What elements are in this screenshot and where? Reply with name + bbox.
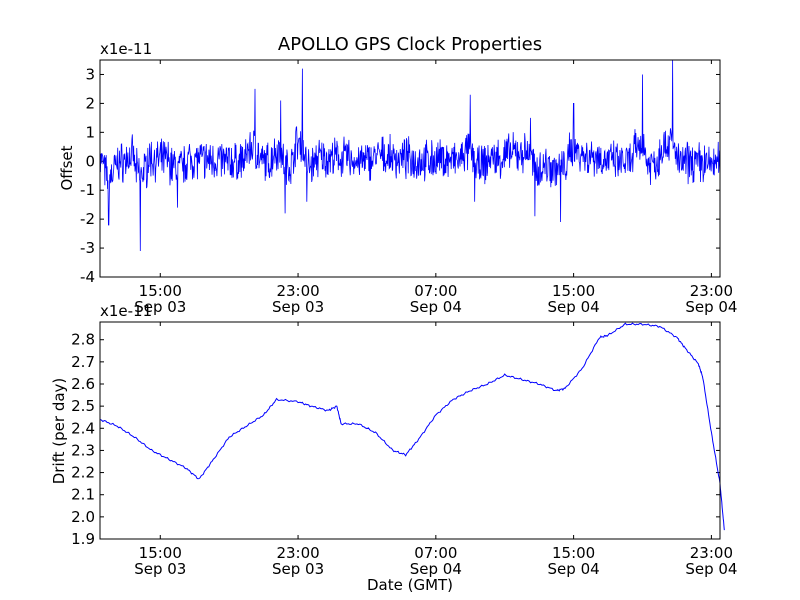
chart-title: APOLLO GPS Clock Properties [278, 34, 542, 55]
x-tick-label-time: 23:00 [276, 544, 319, 562]
y-tick-label: -1 [80, 181, 95, 199]
y-tick-label: 2.2 [71, 464, 95, 482]
offset-chart-y-axis-label: Offset [58, 145, 76, 190]
x-tick-label-date: Sep 04 [685, 560, 737, 578]
y-tick-label: -3 [80, 239, 95, 257]
y-tick-label: 2.4 [71, 419, 95, 437]
drift-series-line [99, 322, 725, 531]
drift-chart-frame [99, 321, 721, 540]
drift-chart-plot-area [99, 322, 725, 531]
y-tick-label: 3 [85, 65, 95, 83]
drift-chart-y-axis-label: Drift (per day) [50, 378, 68, 485]
x-tick-label-date: Sep 03 [272, 560, 324, 578]
y-tick-label: -2 [80, 210, 95, 228]
x-tick-label-date: Sep 04 [548, 560, 600, 578]
x-tick-label-time: 23:00 [276, 282, 319, 300]
x-tick-label-date: Sep 03 [272, 298, 324, 316]
x-tick-label-date: Sep 03 [134, 298, 186, 316]
x-tick-label-time: 15:00 [139, 282, 182, 300]
y-tick-label: 2.8 [71, 331, 95, 349]
drift-chart: x1e-11 Drift (per day) Date (GMT) 1.9 2.0… [50, 302, 737, 594]
y-tick-label: 1 [85, 123, 95, 141]
x-tick-label-time: 07:00 [414, 544, 457, 562]
y-tick-label: 1.9 [71, 530, 95, 548]
offset-chart-frame [99, 59, 721, 278]
y-tick-label: 2.1 [71, 486, 95, 504]
x-tick-label-time: 15:00 [552, 282, 595, 300]
x-tick-label-date: Sep 04 [685, 298, 737, 316]
y-tick-label: 2 [85, 94, 95, 112]
y-tick-label: 2.0 [71, 508, 95, 526]
offset-chart-exponent-label: x1e-11 [100, 40, 152, 58]
offset-chart-plot-area [99, 59, 721, 251]
x-tick-label-time: 07:00 [414, 282, 457, 300]
x-tick-label-date: Sep 04 [548, 298, 600, 316]
x-tick-label-time: 15:00 [552, 544, 595, 562]
offset-chart: APOLLO GPS Clock Properties x1e-11 Offse… [58, 34, 737, 316]
offset-series-line [99, 59, 721, 251]
drift-chart-x-axis-label: Date (GMT) [367, 576, 453, 594]
y-tick-label: 2.3 [71, 441, 95, 459]
x-tick-label-time: 23:00 [690, 282, 733, 300]
x-tick-label-time: 15:00 [139, 544, 182, 562]
y-tick-label: 2.6 [71, 375, 95, 393]
y-tick-label: -4 [80, 268, 95, 286]
y-tick-label: 0 [85, 152, 95, 170]
drift-chart-exponent-label: x1e-11 [100, 302, 152, 320]
y-tick-label: 2.5 [71, 397, 95, 415]
x-tick-label-time: 23:00 [690, 544, 733, 562]
x-tick-label-date: Sep 03 [134, 560, 186, 578]
x-tick-label-date: Sep 04 [410, 298, 462, 316]
y-tick-label: 2.7 [71, 353, 95, 371]
x-tick-label-date: Sep 04 [410, 560, 462, 578]
